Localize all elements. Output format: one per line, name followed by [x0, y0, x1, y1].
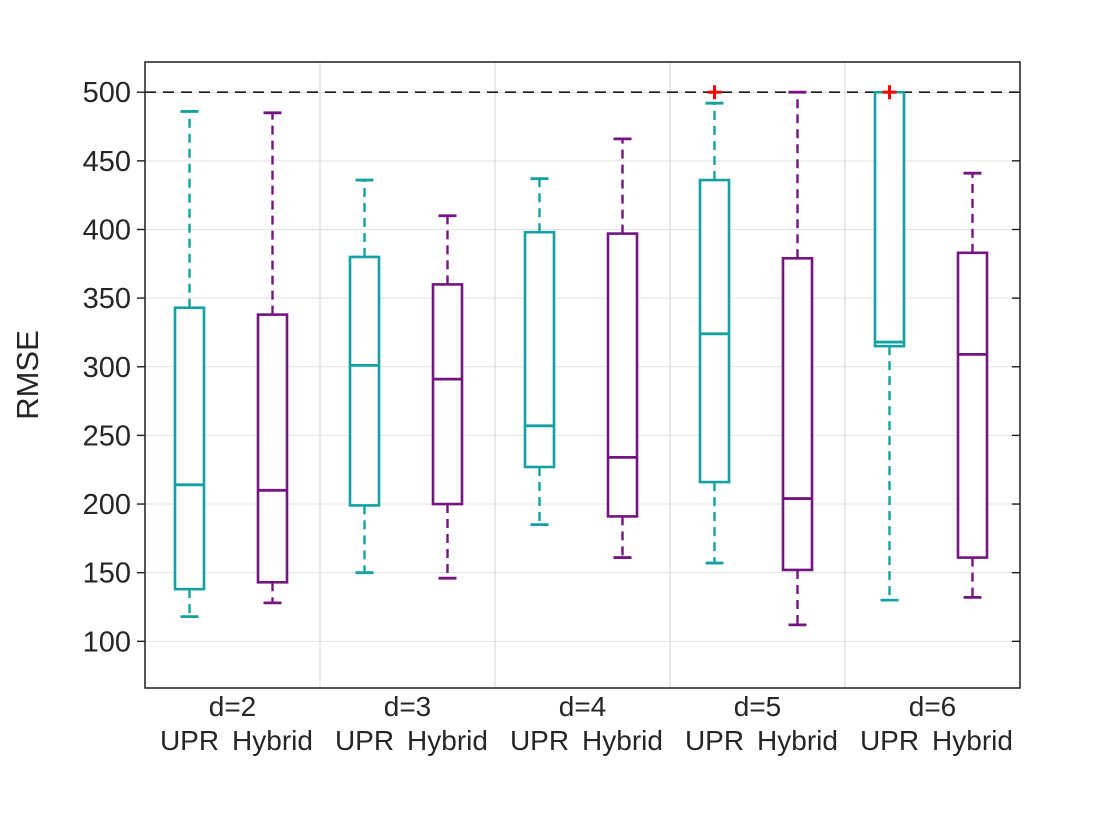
box-d5-upr — [698, 178, 731, 484]
y-tick-label-250: 250 — [83, 420, 131, 452]
series-label-d5-upr: UPR — [685, 725, 744, 756]
series-label-d6-upr: UPR — [860, 725, 919, 756]
box-d4-hybrid — [606, 232, 639, 518]
box-d3-hybrid — [431, 283, 464, 506]
axes-border — [144, 61, 1021, 689]
group-label-d2: d=2 — [209, 691, 257, 722]
series-label-d2-upr: UPR — [160, 725, 219, 756]
y-tick-label-100: 100 — [83, 626, 131, 658]
series-label-d4-hybrid: Hybrid — [582, 725, 663, 756]
box-d6-hybrid — [956, 251, 989, 559]
y-tick-label-350: 350 — [83, 283, 131, 315]
group-label-d3: d=3 — [384, 691, 432, 722]
y-tick-label-150: 150 — [83, 558, 131, 590]
box-d2-hybrid — [256, 313, 289, 584]
box-d2-upr — [173, 306, 206, 591]
box-d5-hybrid — [781, 257, 814, 572]
y-axis-label-text: RMSE — [10, 330, 45, 420]
y-tick-label-450: 450 — [83, 146, 131, 178]
y-tick-label-300: 300 — [83, 352, 131, 384]
group-label-d4: d=4 — [559, 691, 607, 722]
y-tick-label-200: 200 — [83, 489, 131, 521]
series-label-d4-upr: UPR — [510, 725, 569, 756]
series-label-d3-hybrid: Hybrid — [407, 725, 488, 756]
y-tick-label-500: 500 — [83, 77, 131, 109]
series-label-d6-hybrid: Hybrid — [932, 725, 1013, 756]
box-d4-upr — [523, 230, 556, 469]
series-label-d3-upr: UPR — [335, 725, 394, 756]
y-tick-label-400: 400 — [83, 214, 131, 246]
group-label-d6: d=6 — [909, 691, 957, 722]
box-d6-upr — [873, 90, 906, 348]
series-label-d2-hybrid: Hybrid — [232, 725, 313, 756]
group-label-d5: d=5 — [734, 691, 782, 722]
box-d3-upr — [348, 255, 381, 507]
series-label-d5-hybrid: Hybrid — [757, 725, 838, 756]
